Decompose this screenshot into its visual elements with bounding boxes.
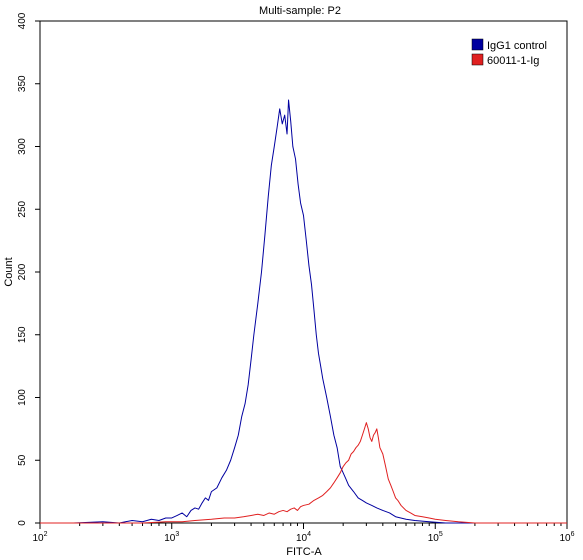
series-line-0	[40, 99, 567, 524]
y-tick-label: 350	[17, 75, 28, 92]
x-tick-base: 10	[32, 533, 44, 544]
series-layer	[40, 99, 567, 524]
y-tick-label: 0	[17, 520, 28, 526]
legend-swatch-igg1-control	[471, 38, 484, 51]
x-tick-exponent: 5	[439, 531, 443, 538]
legend-label-60011-1-ig: 60011-1-Ig	[487, 55, 539, 67]
series-line-1	[40, 422, 567, 524]
y-tick-label: 400	[17, 12, 28, 29]
x-axis-title: FITC-A	[286, 546, 322, 558]
y-tick-label: 200	[17, 263, 28, 280]
x-tick-label: 103	[164, 531, 179, 544]
legend-label-igg1-control: IgG1 control	[487, 40, 547, 52]
x-tick-label: 105	[428, 531, 443, 544]
y-axis-title: Count	[3, 257, 15, 286]
x-tick-base: 10	[428, 533, 440, 544]
y-tick-label: 250	[17, 200, 28, 217]
x-axis-ticks: 102 103 104 105 106	[32, 523, 575, 544]
chart-title: Multi-sample: P2	[259, 5, 341, 17]
x-tick-exponent: 2	[44, 531, 48, 538]
x-tick-exponent: 6	[571, 531, 575, 538]
y-tick-label: 100	[17, 389, 28, 406]
x-tick-base: 10	[296, 533, 308, 544]
x-tick-label: 104	[296, 531, 311, 544]
y-tick-label: 150	[17, 326, 28, 343]
y-tick-label: 300	[17, 138, 28, 155]
x-tick-exponent: 4	[307, 531, 311, 538]
y-axis-ticks: 0 50 100 150 200 250 300 350 400	[17, 12, 40, 526]
legend-swatch-60011-1-ig	[471, 53, 484, 66]
plot-frame	[39, 20, 568, 524]
x-tick-base: 10	[559, 533, 571, 544]
x-tick-label: 106	[559, 531, 574, 544]
x-tick-base: 10	[164, 533, 176, 544]
y-tick-label: 50	[17, 454, 28, 466]
x-tick-exponent: 3	[175, 531, 179, 538]
legend: IgG1 control 60011-1-Ig	[471, 38, 547, 67]
x-tick-label: 102	[32, 531, 47, 544]
